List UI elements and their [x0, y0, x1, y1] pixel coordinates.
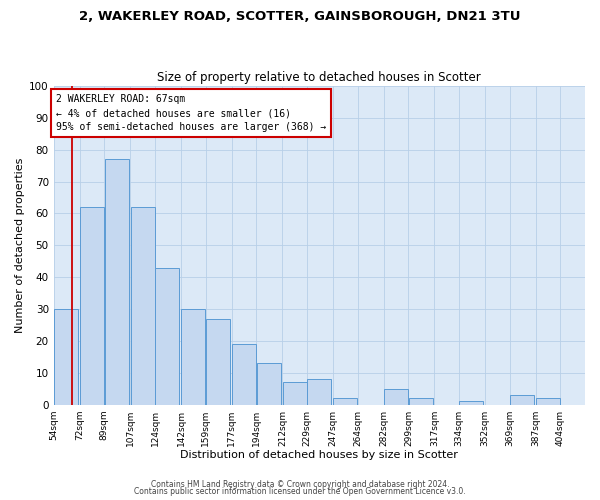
Bar: [206, 318, 230, 404]
Bar: [536, 398, 560, 404]
Text: 2, WAKERLEY ROAD, SCOTTER, GAINSBOROUGH, DN21 3TU: 2, WAKERLEY ROAD, SCOTTER, GAINSBOROUGH,…: [79, 10, 521, 23]
Bar: [54, 309, 78, 404]
Bar: [333, 398, 358, 404]
Bar: [131, 207, 155, 404]
Bar: [181, 309, 205, 404]
Bar: [155, 268, 179, 404]
Bar: [232, 344, 256, 405]
Bar: [257, 363, 281, 405]
Text: 2 WAKERLEY ROAD: 67sqm
← 4% of detached houses are smaller (16)
95% of semi-deta: 2 WAKERLEY ROAD: 67sqm ← 4% of detached …: [56, 94, 326, 132]
Bar: [104, 160, 129, 404]
X-axis label: Distribution of detached houses by size in Scotter: Distribution of detached houses by size …: [181, 450, 458, 460]
Text: Contains HM Land Registry data © Crown copyright and database right 2024.: Contains HM Land Registry data © Crown c…: [151, 480, 449, 489]
Bar: [307, 379, 331, 404]
Title: Size of property relative to detached houses in Scotter: Size of property relative to detached ho…: [157, 70, 481, 84]
Text: Contains public sector information licensed under the Open Government Licence v3: Contains public sector information licen…: [134, 488, 466, 496]
Y-axis label: Number of detached properties: Number of detached properties: [15, 158, 25, 333]
Bar: [409, 398, 433, 404]
Bar: [510, 395, 534, 404]
Bar: [283, 382, 307, 404]
Bar: [80, 207, 104, 404]
Bar: [384, 388, 408, 404]
Bar: [459, 402, 484, 404]
